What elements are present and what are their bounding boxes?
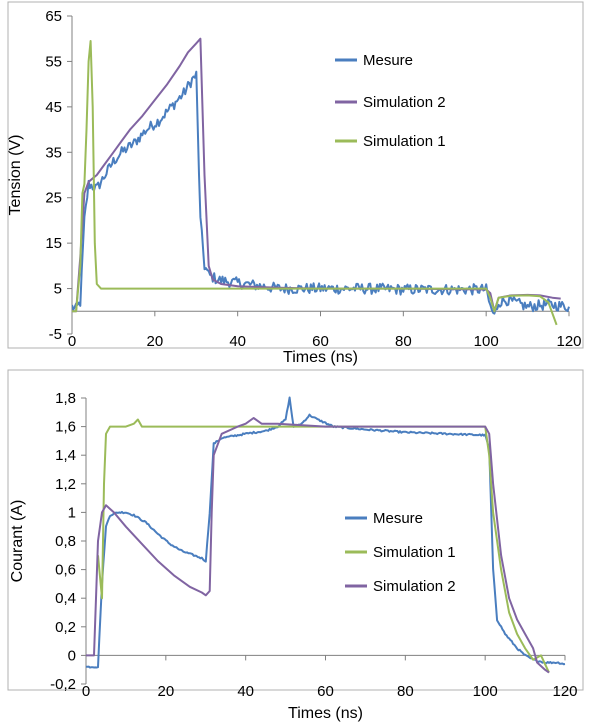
- y-tick-label: 65: [45, 8, 62, 25]
- series-line-simulation-1: [72, 40, 558, 326]
- x-tick-label: 80: [397, 683, 414, 700]
- legend: Mesure Simulation 1 Simulation 2: [345, 510, 456, 595]
- y-tick-label: 5: [54, 281, 62, 298]
- y-axis-label: Tension (V): [7, 135, 24, 216]
- series-line-mesure: [86, 396, 566, 669]
- y-tick-label: 0,8: [55, 533, 76, 550]
- y-tick-label: -0,2: [50, 676, 76, 693]
- y-axis-label: Courant (A): [9, 500, 26, 583]
- series-line-simulation-1: [97, 418, 550, 674]
- series-line-simulation-2: [86, 417, 550, 674]
- y-tick-label: 35: [45, 144, 62, 161]
- y-tick-label: 0,2: [55, 619, 76, 636]
- x-tick-label: 40: [237, 683, 254, 700]
- series-group: [86, 396, 566, 674]
- x-tick-label: 0: [68, 333, 76, 350]
- x-tick-label: 80: [395, 333, 412, 350]
- x-tick-label: 40: [229, 333, 246, 350]
- series-line-mesure: [72, 70, 570, 315]
- y-tick-label: 15: [45, 235, 62, 252]
- y-tick-label: 25: [45, 190, 62, 207]
- y-tick-label: 1,2: [55, 476, 76, 493]
- x-tick-label: 60: [317, 683, 334, 700]
- chart-frame: [7, 1, 584, 349]
- x-tick-label: 0: [82, 683, 90, 700]
- y-tick-label: 1: [68, 504, 76, 521]
- legend-label: Simulation 2: [363, 94, 446, 111]
- y-tick-label: -5: [49, 326, 62, 343]
- legend-label: Mesure: [363, 52, 413, 69]
- y-tick-label: 1,8: [55, 390, 76, 407]
- x-tick-label: 100: [474, 333, 499, 350]
- x-tick-label: 120: [552, 683, 577, 700]
- x-axis-label: Times (ns): [283, 349, 358, 366]
- x-tick-label: 20: [157, 683, 174, 700]
- y-tick-label: 0: [68, 647, 76, 664]
- y-tick-label: 55: [45, 53, 62, 70]
- chart-2: -0,2 0 0,2 0,4 0,6 0,8 1 1,2 1,4 1,6 1,8 0 20 40 60 80 1…: [7, 369, 584, 722]
- chart-1: -5 5 15 25 35 45 55 65 0 20 40 60 80 100 120 Times (ns)…: [7, 1, 584, 366]
- y-tick-label: 0,6: [55, 562, 76, 579]
- x-tick-label: 20: [146, 333, 163, 350]
- series-group: [72, 37, 570, 326]
- series-line-simulation-2: [72, 37, 561, 313]
- x-axis-label: Times (ns): [288, 705, 363, 722]
- legend-label: Simulation 2: [373, 578, 456, 595]
- y-tick-label: 1,4: [55, 447, 76, 464]
- x-tick-label: 120: [556, 333, 581, 350]
- y-tick-label: 45: [45, 99, 62, 116]
- y-tick-label: 1,6: [55, 419, 76, 436]
- legend-label: Simulation 1: [373, 544, 456, 561]
- legend-label: Mesure: [373, 510, 423, 527]
- y-tick-label: 0,4: [55, 590, 76, 607]
- x-tick-label: 100: [473, 683, 498, 700]
- legend-label: Simulation 1: [363, 133, 446, 150]
- x-tick-label: 60: [312, 333, 329, 350]
- chart-frame: [7, 369, 584, 691]
- legend: Mesure Simulation 2 Simulation 1: [335, 52, 446, 150]
